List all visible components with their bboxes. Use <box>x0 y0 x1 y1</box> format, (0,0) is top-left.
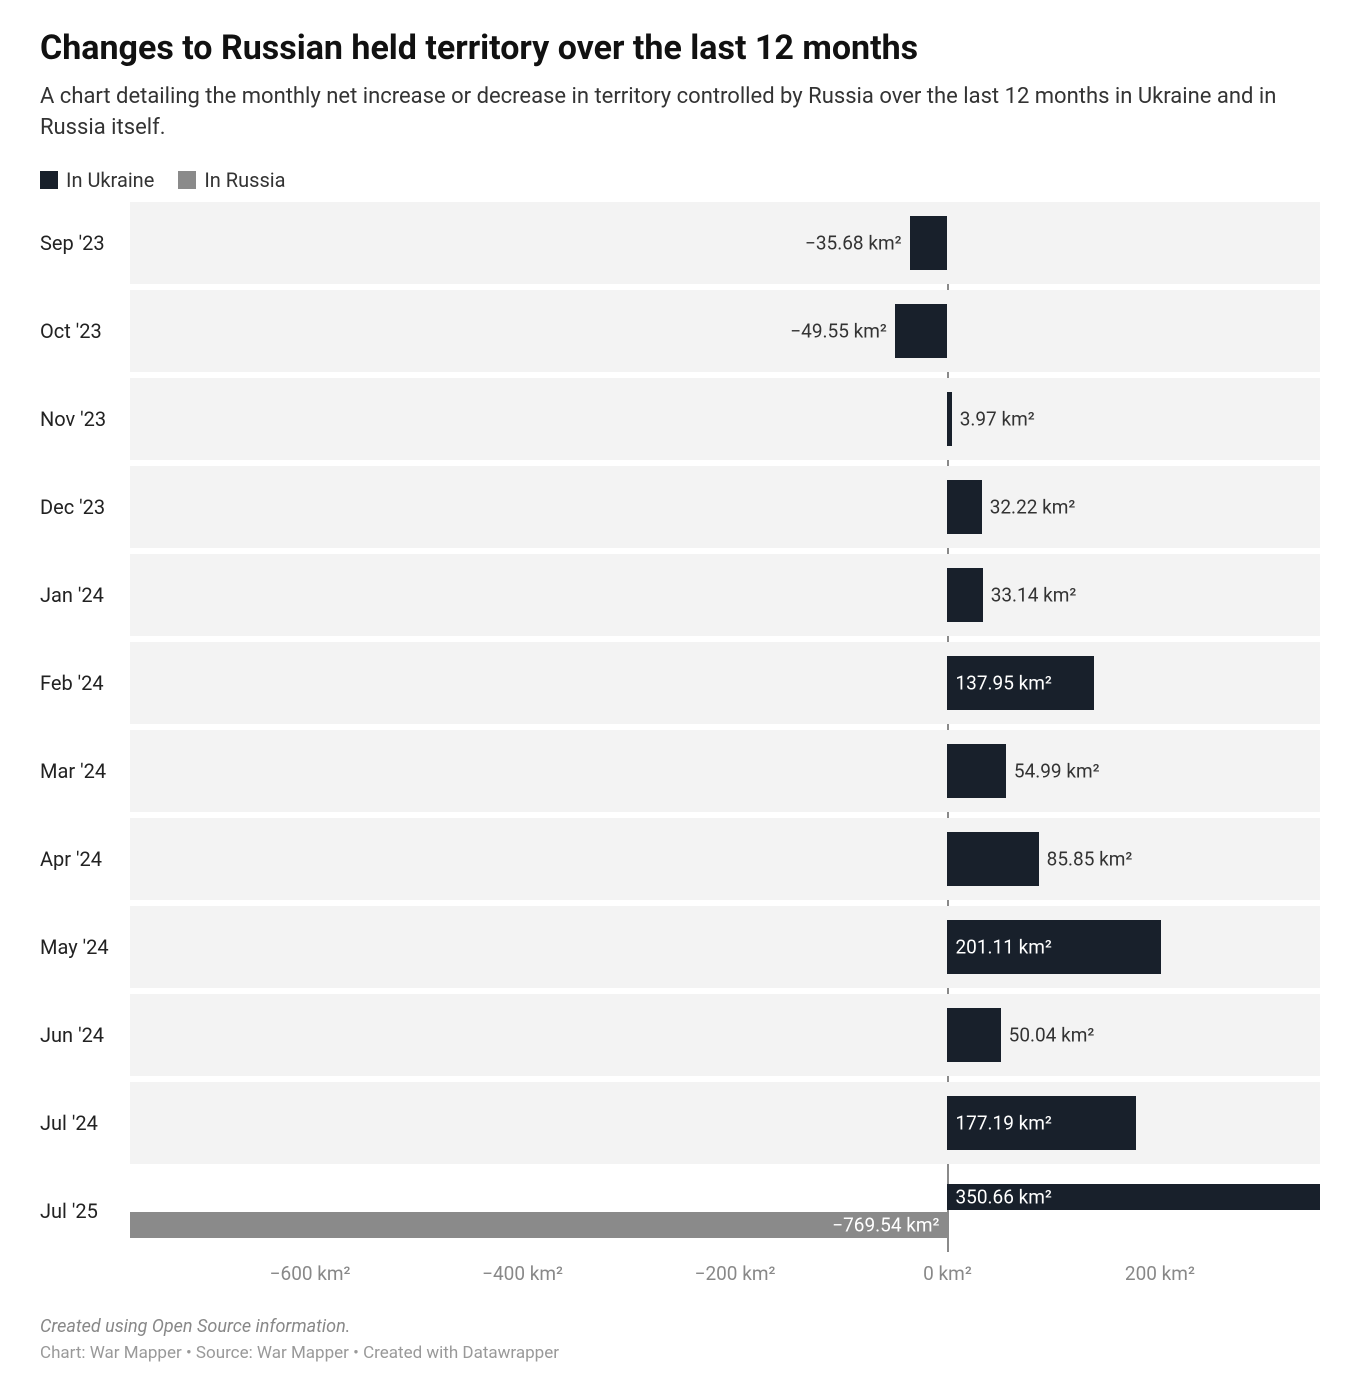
category-label: Jul '24 <box>40 1111 130 1135</box>
legend-item-russia: In Russia <box>178 168 285 192</box>
row-plot: 54.99 km² <box>130 744 1320 798</box>
chart-row: Nov '23 3.97 km² <box>40 378 1320 460</box>
legend-item-ukraine: In Ukraine <box>40 168 154 192</box>
x-axis-tick-label: 0 km² <box>923 1262 972 1285</box>
bar-value-label: −49.55 km² <box>790 319 887 342</box>
category-label: Feb '24 <box>40 671 130 695</box>
category-label: Nov '23 <box>40 407 130 431</box>
chart-title: Changes to Russian held territory over t… <box>40 28 1320 68</box>
bar-ukraine: −49.55 km² <box>895 304 948 358</box>
bar-value-label: 201.11 km² <box>955 935 1051 958</box>
bar-ukraine: 50.04 km² <box>947 1008 1000 1062</box>
category-label: Mar '24 <box>40 759 130 783</box>
category-label: Dec '23 <box>40 495 130 519</box>
bar-ukraine: 32.22 km² <box>947 480 981 534</box>
x-axis-tick-label: 200 km² <box>1125 1262 1195 1285</box>
row-plot: −35.68 km² <box>130 216 1320 270</box>
category-label: Jun '24 <box>40 1023 130 1047</box>
row-plot: 32.22 km² <box>130 480 1320 534</box>
chart-row: May '24 201.11 km² <box>40 906 1320 988</box>
category-label: Oct '23 <box>40 319 130 343</box>
chart-subtitle: A chart detailing the monthly net increa… <box>40 82 1320 144</box>
bar-value-label: −769.54 km² <box>832 1213 939 1236</box>
category-label: Apr '24 <box>40 847 130 871</box>
bar-ukraine: 54.99 km² <box>947 744 1005 798</box>
chart-plot-area: Sep '23 −35.68 km² Oct '23 −49.55 km² Nov '2… <box>40 202 1320 1252</box>
legend-swatch-russia <box>178 171 196 189</box>
chart-row: Mar '24 54.99 km² <box>40 730 1320 812</box>
bar-value-label: 32.22 km² <box>990 495 1076 518</box>
bar-ukraine: 201.11 km² <box>947 920 1161 974</box>
row-plot: 350.66 km² −769.54 km² <box>130 1184 1320 1238</box>
legend-label-russia: In Russia <box>204 168 285 192</box>
bar-value-label: 350.66 km² <box>955 1185 1051 1208</box>
row-plot: 85.85 km² <box>130 832 1320 886</box>
bar-value-label: 177.19 km² <box>955 1111 1051 1134</box>
bar-ukraine: 85.85 km² <box>947 832 1038 886</box>
chart-row: Sep '23 −35.68 km² <box>40 202 1320 284</box>
bar-value-label: 50.04 km² <box>1009 1023 1095 1046</box>
footer-note: Created using Open Source information. <box>40 1316 1320 1337</box>
bar-russia: −769.54 km² <box>130 1212 947 1238</box>
bar-value-label: 33.14 km² <box>991 583 1077 606</box>
category-label: Sep '23 <box>40 231 130 255</box>
row-plot: 201.11 km² <box>130 920 1320 974</box>
bar-ukraine: 137.95 km² <box>947 656 1094 710</box>
row-plot: 33.14 km² <box>130 568 1320 622</box>
legend-label-ukraine: In Ukraine <box>66 168 154 192</box>
chart-row: Dec '23 32.22 km² <box>40 466 1320 548</box>
chart-row: Jan '24 33.14 km² <box>40 554 1320 636</box>
chart-row: Apr '24 85.85 km² <box>40 818 1320 900</box>
row-plot: −49.55 km² <box>130 304 1320 358</box>
bar-ukraine: 177.19 km² <box>947 1096 1135 1150</box>
bar-value-label: 54.99 km² <box>1014 759 1100 782</box>
footer-credit: Chart: War Mapper • Source: War Mapper •… <box>40 1343 1320 1363</box>
bar-value-label: 85.85 km² <box>1047 847 1133 870</box>
x-axis-tick-label: −200 km² <box>695 1262 776 1285</box>
chart-row: Jul '24 177.19 km² <box>40 1082 1320 1164</box>
chart-container: Changes to Russian held territory over t… <box>0 0 1360 1383</box>
chart-row: Jul '25 350.66 km² −769.54 km² <box>40 1170 1320 1252</box>
category-label: Jan '24 <box>40 583 130 607</box>
bar-ukraine: 350.66 km² <box>947 1184 1320 1210</box>
bar-value-label: 137.95 km² <box>955 671 1051 694</box>
bar-ukraine: 3.97 km² <box>947 392 951 446</box>
row-plot: 137.95 km² <box>130 656 1320 710</box>
chart-row: Oct '23 −49.55 km² <box>40 290 1320 372</box>
bar-value-label: −35.68 km² <box>805 231 902 254</box>
category-label: Jul '25 <box>40 1199 130 1223</box>
chart-row: Feb '24 137.95 km² <box>40 642 1320 724</box>
x-axis: −600 km² −400 km² −200 km² 0 km² 200 km² <box>130 1256 1320 1296</box>
category-label: May '24 <box>40 935 130 959</box>
bar-ukraine: 33.14 km² <box>947 568 982 622</box>
x-axis-tick-label: −400 km² <box>482 1262 563 1285</box>
bar-ukraine: −35.68 km² <box>910 216 948 270</box>
row-plot: 177.19 km² <box>130 1096 1320 1150</box>
chart-row: Jun '24 50.04 km² <box>40 994 1320 1076</box>
x-axis-tick-label: −600 km² <box>270 1262 351 1285</box>
bar-value-label: 3.97 km² <box>960 407 1035 430</box>
row-plot: 50.04 km² <box>130 1008 1320 1062</box>
legend: In Ukraine In Russia <box>40 168 1320 192</box>
legend-swatch-ukraine <box>40 171 58 189</box>
row-plot: 3.97 km² <box>130 392 1320 446</box>
